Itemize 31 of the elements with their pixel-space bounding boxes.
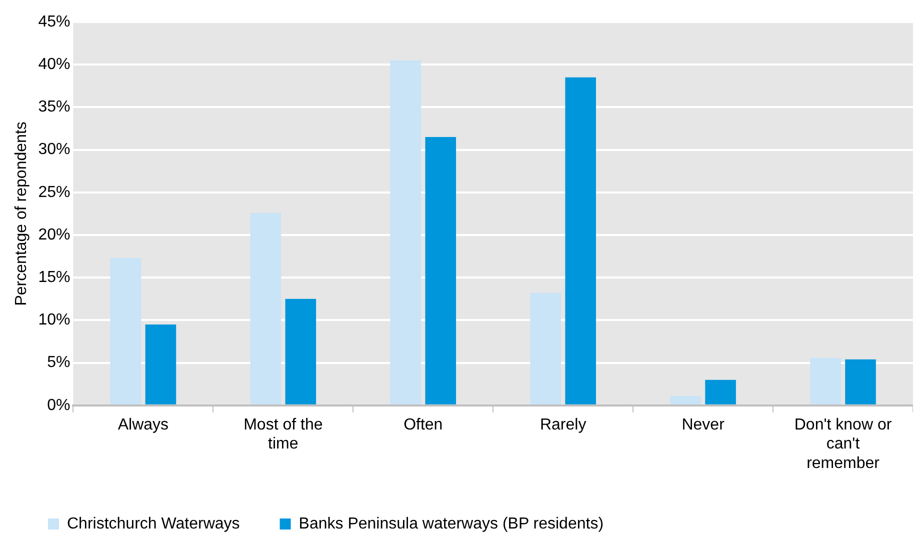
y-tick-label: 30% xyxy=(38,141,70,158)
bar xyxy=(110,258,142,404)
y-tick-label: 35% xyxy=(38,98,70,116)
legend-label: Banks Peninsula waterways (BP residents) xyxy=(298,515,604,532)
legend-label: Christchurch Waterways xyxy=(67,515,240,532)
bar xyxy=(285,298,316,404)
bar xyxy=(425,137,456,404)
y-tick-label: 10% xyxy=(38,312,70,329)
bar xyxy=(705,380,736,404)
bar xyxy=(145,324,176,404)
x-tick-label: Often xyxy=(404,416,443,434)
x-tick-label: Rarely xyxy=(540,416,586,434)
x-tick-label: Don't know or can't remember xyxy=(794,416,892,472)
bar xyxy=(565,77,596,404)
bar xyxy=(845,359,876,404)
y-tick-label: 25% xyxy=(38,184,70,201)
y-tick-label: 40% xyxy=(38,56,70,74)
y-tick-label: 5% xyxy=(47,354,70,372)
x-tick-label: Most of the time xyxy=(244,416,323,453)
bar xyxy=(390,60,422,404)
y-axis-title: Percentage of repondents xyxy=(13,122,30,306)
bar xyxy=(530,292,561,404)
bar xyxy=(810,358,841,404)
y-tick-label: 0% xyxy=(47,396,70,414)
y-tick-label: 45% xyxy=(38,13,70,30)
x-tick-label: Always xyxy=(118,416,169,434)
y-tick-label: 15% xyxy=(38,269,70,286)
x-tick-label: Never xyxy=(682,416,726,434)
y-tick-label: 20% xyxy=(38,226,70,244)
bar xyxy=(250,212,282,404)
bar xyxy=(670,396,701,404)
